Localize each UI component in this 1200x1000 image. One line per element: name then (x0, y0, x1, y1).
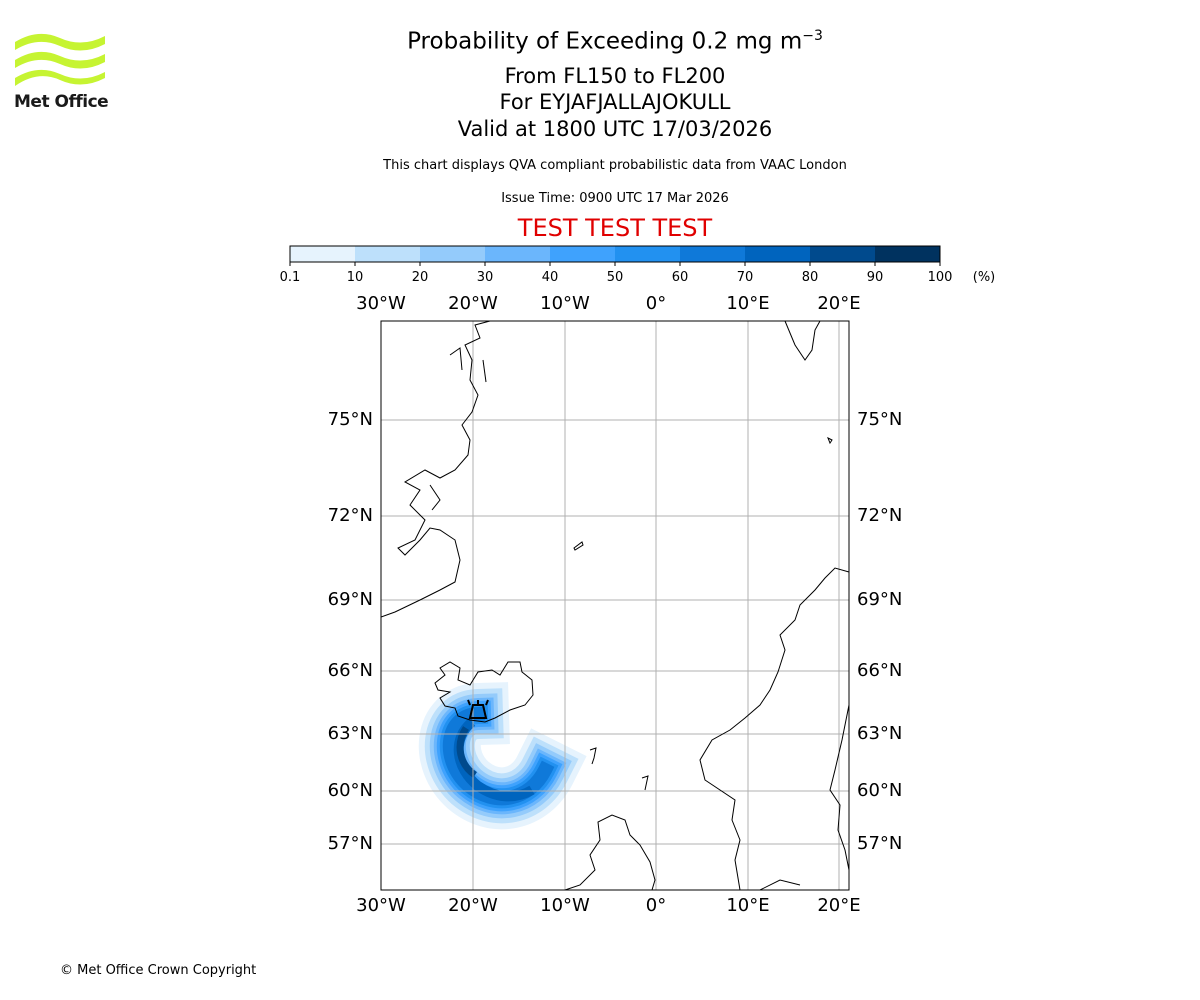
colorbar-tick-label: 90 (866, 270, 884, 285)
norway-coast (699, 567, 850, 891)
coastlines (380, 320, 850, 891)
lat-label-left: 66°N (327, 660, 373, 681)
lon-label-top: 10°E (726, 293, 770, 314)
colorbar-swatch (290, 246, 355, 262)
lat-label-left: 69°N (327, 589, 373, 610)
sweden-coast (829, 704, 850, 871)
iceland-coast (434, 661, 534, 723)
colorbar-swatch (485, 246, 550, 262)
colorbar-swatch (420, 246, 485, 262)
ash-probability-field (418, 682, 587, 830)
colorbar-tick-label: 80 (801, 270, 819, 285)
colorbar-tick-label: 10 (346, 270, 364, 285)
flight-levels: From FL150 to FL200 (504, 64, 726, 88)
lon-label-bottom: 30°W (356, 895, 406, 916)
colorbar-tick-label: 50 (606, 270, 624, 285)
copyright: © Met Office Crown Copyright (60, 963, 257, 978)
lat-label-left: 72°N (327, 505, 373, 526)
lat-label-right: 72°N (857, 505, 903, 526)
lat-label-right: 63°N (857, 723, 903, 744)
volcano-marker (467, 699, 489, 719)
lat-label-right: 57°N (857, 833, 903, 854)
colorbar-tick-label: 30 (476, 270, 494, 285)
met-office-logo-waves (15, 33, 105, 86)
lon-label-bottom: 20°W (448, 895, 498, 916)
lon-label-bottom: 10°W (540, 895, 590, 916)
colorbar-tick-label: 0.1 (279, 270, 301, 285)
lon-label-top: 0° (645, 293, 667, 314)
faroes (589, 747, 597, 765)
colorbar-swatch (810, 246, 875, 262)
lon-label-top: 10°W (540, 293, 590, 314)
colorbar-swatch (615, 246, 680, 262)
lat-label-right: 69°N (857, 589, 903, 610)
colorbar-swatch (355, 246, 420, 262)
lon-label-top: 20°W (448, 293, 498, 314)
colorbar-tick-label: 70 (736, 270, 754, 285)
colorbar-swatch (680, 246, 745, 262)
lat-label-left: 57°N (327, 833, 373, 854)
lat-label-right: 75°N (857, 409, 903, 430)
lat-label-left: 63°N (327, 723, 373, 744)
colorbar-swatch (875, 246, 940, 262)
lat-label-right: 66°N (857, 660, 903, 681)
lat-label-left: 60°N (327, 780, 373, 801)
shetland (641, 775, 649, 791)
colorbar-tick-label: 60 (671, 270, 689, 285)
probability-band (456, 726, 478, 778)
colorbar-tick-label: 20 (411, 270, 429, 285)
chart-title: Probability of Exceeding 0.2 mg m−3 (407, 28, 823, 55)
scotland-coast (564, 814, 656, 891)
lon-label-bottom: 0° (645, 895, 667, 916)
colorbar-swatch (550, 246, 615, 262)
issue-time: Issue Time: 0900 UTC 17 Mar 2026 (501, 191, 729, 206)
logo-text: Met Office (14, 92, 109, 112)
map-frame (380, 320, 850, 891)
colorbar-tick-label: 40 (541, 270, 559, 285)
colorbar-tick-label: 100 (927, 270, 953, 285)
colorbar (289, 245, 941, 266)
lon-label-top: 20°E (817, 293, 861, 314)
volcano-name: For EYJAFJALLAJOKULL (499, 90, 731, 114)
lon-label-bottom: 10°E (726, 895, 770, 916)
test-banner: TEST TEST TEST (517, 214, 713, 242)
lon-label-top: 30°W (356, 293, 406, 314)
valid-time: Valid at 1800 UTC 17/03/2026 (457, 117, 773, 141)
description: This chart displays QVA compliant probab… (383, 158, 847, 173)
lat-label-right: 60°N (857, 780, 903, 801)
graticule (381, 321, 849, 890)
lat-label-left: 75°N (327, 409, 373, 430)
svalbard-bear (827, 436, 833, 445)
colorbar-unit: (%) (972, 270, 996, 285)
svalbard-coast (784, 320, 821, 361)
colorbar-swatch (745, 246, 810, 262)
jan-mayen (573, 541, 584, 551)
greenland-coast (380, 320, 491, 618)
lon-label-bottom: 20°E (817, 895, 861, 916)
